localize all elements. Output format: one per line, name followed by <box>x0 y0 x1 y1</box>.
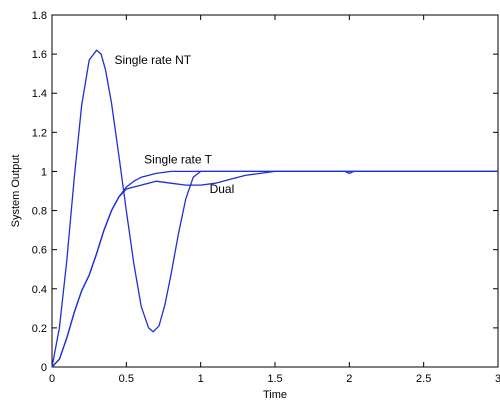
y-tick-label: 1.4 <box>32 88 47 100</box>
y-tick-label: 0.4 <box>32 284 47 296</box>
plot-frame <box>51 14 499 368</box>
y-tick-label: 1.6 <box>32 49 47 61</box>
x-tick-label: 0 <box>49 373 55 385</box>
series-annotation: Dual <box>210 182 235 196</box>
y-axis-label: System Output <box>10 155 22 228</box>
x-tick-label: 2 <box>346 373 352 385</box>
x-axis-label: Time <box>263 389 287 401</box>
y-tick-label: 1.8 <box>32 10 47 22</box>
x-tick-label: 0.5 <box>119 373 134 385</box>
axis-ticks: 0 0.5 1 1.5 2 2.5 3 0 0.2 0.4 0.6 0.8 1 1.2 1.4 1.6 1.8 <box>32 10 500 385</box>
x-tick-label: 3 <box>495 373 500 385</box>
y-tick-label: 1.2 <box>32 127 47 139</box>
y-tick-label: 0 <box>41 362 47 374</box>
series-annotation: Single rate NT <box>114 53 191 67</box>
x-tick-label: 2.5 <box>416 373 431 385</box>
y-tick-label: 1 <box>41 166 47 178</box>
series-line-single-rate-nt <box>51 49 498 368</box>
y-tick-label: 0.6 <box>32 245 47 257</box>
y-tick-label: 0.8 <box>32 206 47 218</box>
plot-area <box>51 14 499 368</box>
annotations: Single rate NT Single rate T Dual <box>114 53 234 196</box>
series-line-single-rate-t <box>51 170 498 368</box>
x-tick-label: 1 <box>198 373 204 385</box>
x-tick-label: 1.5 <box>267 373 282 385</box>
series-lines <box>51 49 498 368</box>
series-annotation: Single rate T <box>144 153 212 167</box>
series-line-dual <box>51 170 498 368</box>
y-tick-label: 0.2 <box>32 323 47 335</box>
